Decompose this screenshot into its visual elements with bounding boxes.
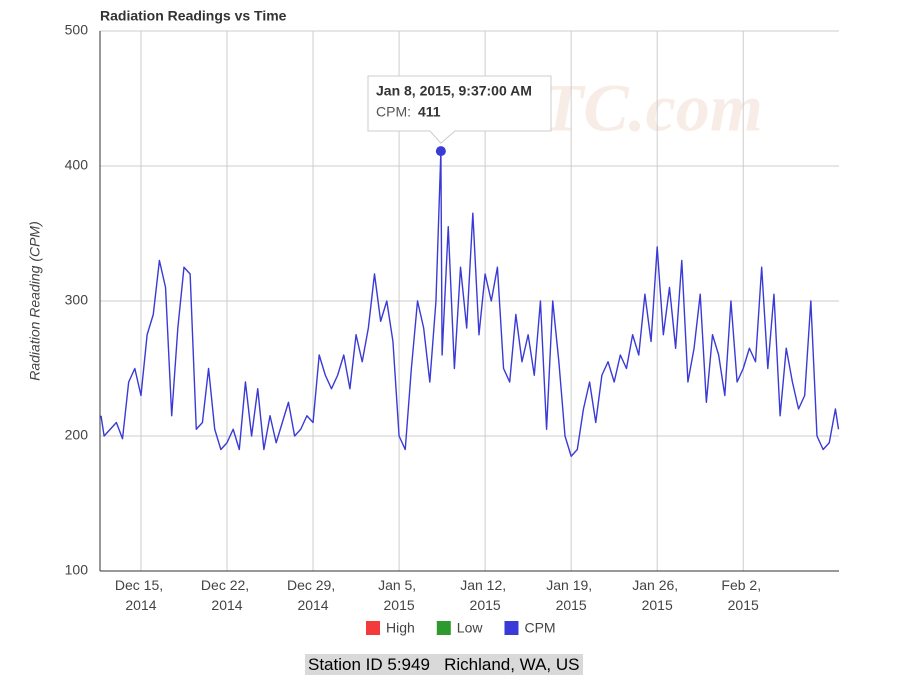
legend-swatch [436,621,451,635]
x-tick-label-line: 2015 [384,597,415,613]
x-tick-label-line: 2015 [728,597,759,613]
chart: Radiation Readings vs Time NETC.com Radi… [27,8,840,636]
y-tick-label: 500 [65,22,89,38]
y-tick-label: 300 [65,292,89,308]
x-tick-label-line: Feb 2, [721,577,765,593]
tooltip: Jan 8, 2015, 9:37:00 AM CPM: 411 [367,75,552,144]
x-tick-label-line: Dec 15, [115,577,167,593]
x-tick-label-line: 2015 [642,597,673,613]
x-tick-label-line: 2015 [556,597,587,613]
data-line [100,150,840,457]
station-footer: Station ID 5:949 Richland, WA, US [305,654,583,675]
x-tick-label-line: 2014 [211,597,242,613]
x-tick-label-line: 2014 [297,597,328,613]
y-axis-label: Radiation Reading (CPM) [27,221,43,381]
x-tick-label: Jan 26, 2015 [632,577,682,613]
x-tick-label-line: Jan 5, [378,577,420,593]
legend-swatch [504,621,519,635]
x-tick-label-line: Dec 29, [287,577,339,593]
tooltip-box [367,75,552,144]
tooltip-title: Jan 8, 2015, 9:37:00 AM [376,83,532,99]
highlight-point [435,146,446,157]
x-tick-label: Jan 19, 2015 [546,577,596,613]
x-tick-label: Jan 12, 2015 [460,577,510,613]
legend-swatch [366,621,380,635]
x-tick-label-line: Jan 12, [460,577,510,593]
x-tick-label-line: 2014 [125,597,156,613]
x-tick-label-line: 2015 [470,597,501,613]
tooltip-value: 411 [418,104,441,120]
x-tick-label: Feb 2, 2015 [721,577,765,613]
x-tick-label: Jan 5, 2015 [378,577,420,613]
y-tick-label: 400 [65,157,89,173]
legend-label: Low [457,620,484,636]
x-tick-label-line: Jan 26, [632,577,682,593]
tooltip-label: CPM: [376,104,411,120]
x-tick-label: Dec 22, 2014 [201,577,253,613]
x-tick-label-line: Jan 19, [546,577,596,593]
x-tick-label: Dec 29, 2014 [287,577,339,613]
x-tick-label: Dec 15, 2014 [115,577,167,613]
y-tick-label: 100 [65,562,89,578]
legend-label: CPM [524,620,555,636]
chart-title: Radiation Readings vs Time [100,8,287,24]
legend-label: High [386,620,415,636]
y-tick-label: 200 [65,427,89,443]
x-tick-label-line: Dec 22, [201,577,253,593]
